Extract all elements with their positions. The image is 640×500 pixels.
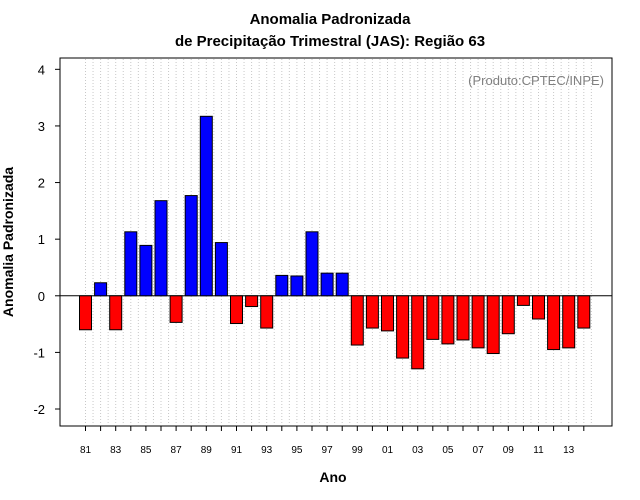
x-tick-label: 01 [382, 445, 394, 456]
bar-2001 [381, 295, 394, 332]
bar-1991 [230, 295, 243, 325]
bar-1981 [79, 295, 92, 331]
y-tick-label: -2 [33, 402, 45, 417]
bar-1999 [350, 295, 364, 346]
x-tick-label: 93 [261, 445, 273, 456]
y-tick-label: 2 [38, 176, 45, 191]
y-tick-label: 3 [38, 119, 45, 134]
x-axis-label: Ano [319, 469, 346, 485]
bar-1997 [320, 272, 334, 297]
bar-1984 [124, 231, 138, 297]
bar-2013 [562, 295, 576, 349]
bar-2006 [456, 295, 470, 341]
bar-1986 [154, 200, 168, 297]
x-tick-label: 05 [442, 445, 454, 456]
x-tick-label: 91 [231, 445, 243, 456]
bar-1996 [305, 231, 319, 297]
bar-1993 [260, 295, 274, 329]
bar-2004 [426, 295, 440, 340]
x-tick-label: 09 [503, 445, 515, 456]
bar-1987 [169, 295, 183, 323]
bar-2009 [501, 295, 515, 335]
x-tick-label: 89 [201, 445, 213, 456]
bar-1989 [199, 115, 213, 297]
x-tick-label: 97 [322, 445, 334, 456]
x-tick-label: 99 [352, 445, 364, 456]
bar-1998 [335, 272, 349, 297]
bar-2008 [486, 295, 500, 355]
bar-2011 [532, 295, 545, 320]
chart-title: Anomalia Padronizada [250, 11, 412, 28]
bar-1985 [139, 244, 153, 297]
bar-2002 [396, 295, 410, 359]
bar-1992 [245, 295, 259, 308]
plot-frame [59, 57, 613, 427]
x-axis: 81 83 85 87 89 91 93 95 97 99 01 03 05 07 09 11 13 [80, 426, 585, 456]
bar-1982 [94, 282, 108, 297]
bars-group [79, 115, 591, 370]
bar-2014 [577, 295, 591, 329]
bar-2000 [365, 295, 379, 329]
x-tick-label: 85 [140, 445, 152, 456]
bar-2005 [441, 295, 455, 345]
bar-2003 [411, 295, 425, 370]
bar-2012 [547, 295, 561, 351]
x-tick-label: 95 [291, 445, 303, 456]
y-tick-label: 0 [38, 289, 45, 304]
bar-1988 [184, 195, 198, 297]
y-tick-label: 4 [38, 62, 45, 77]
x-tick-label: 81 [80, 445, 92, 456]
y-tick-label: 1 [38, 232, 45, 247]
bar-2007 [471, 295, 485, 349]
y-tick-label: -1 [33, 345, 45, 360]
x-tick-label: 87 [171, 445, 183, 456]
x-tick-label: 13 [563, 445, 575, 456]
x-tick-label: 83 [110, 445, 122, 456]
bar-1990 [214, 242, 228, 297]
bar-1994 [275, 274, 289, 297]
y-axis: -2 -1 0 1 2 3 4 [33, 62, 60, 417]
bar-1983 [109, 295, 123, 331]
chart-subtitle: de Precipitação Trimestral (JAS): Região… [175, 33, 485, 50]
x-tick-label: 07 [473, 445, 485, 456]
x-tick-label: 03 [412, 445, 424, 456]
credit-text: (Produto:CPTEC/INPE) [468, 73, 604, 88]
y-axis-label: Anomalia Padronizada [0, 167, 16, 317]
bar-1995 [290, 275, 304, 297]
x-tick-label: 11 [533, 445, 544, 456]
bar-2010 [516, 295, 530, 306]
